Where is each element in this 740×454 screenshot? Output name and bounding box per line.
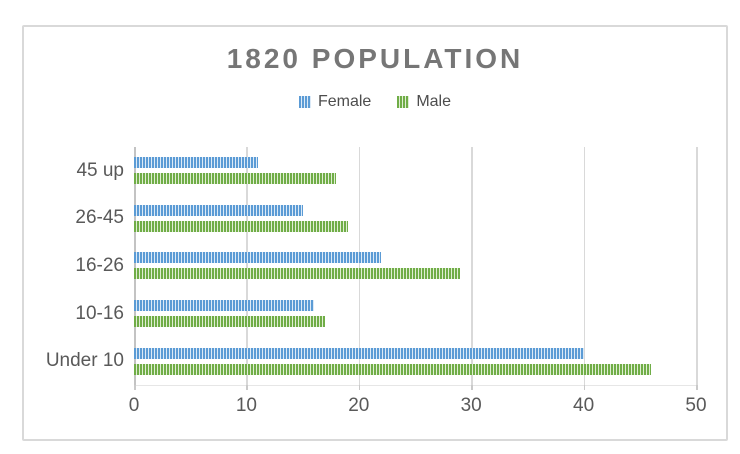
bar-group-45-up: [134, 147, 696, 195]
bar-group-under-10: [134, 337, 696, 385]
tick-mark-40: [583, 385, 586, 390]
category-label-26-45: 26-45: [75, 207, 124, 229]
legend-item-male: Male: [397, 93, 451, 111]
tick-mark-20: [358, 385, 361, 390]
category-axis-labels: 45 up 26-45 16-26 10-16 Under 10: [24, 147, 124, 385]
value-axis-labels: 0 10 20 30 40 50: [129, 395, 707, 425]
category-label-10-16: 10-16: [75, 302, 124, 324]
category-label-under-10: Under 10: [45, 350, 124, 372]
gridline-30: [471, 147, 473, 385]
gridline-0: [134, 147, 136, 385]
x-tick-label-30: 30: [460, 395, 482, 416]
bar-female-16-26: [134, 252, 382, 264]
category-axis-line: [134, 385, 696, 386]
gridline-10: [246, 147, 248, 385]
bar-male-16-26: [134, 268, 460, 280]
x-tick-label-40: 40: [573, 395, 595, 416]
legend: Female Male: [24, 93, 726, 111]
x-tick-label-10: 10: [235, 395, 257, 416]
tick-mark-10: [246, 385, 248, 390]
tick-mark-0: [134, 385, 136, 390]
gridline-40: [583, 147, 586, 385]
plot-area: [134, 147, 698, 390]
bar-group-26-45: [134, 195, 696, 243]
bar-female-45-up: [134, 157, 258, 169]
legend-swatch-female-icon: [298, 96, 311, 108]
bar-male-26-45: [134, 220, 348, 232]
chart-title: 1820 POPULATION: [226, 43, 524, 74]
bar-group-16-26: [134, 242, 696, 290]
legend-label-male: Male: [416, 93, 452, 110]
x-tick-label-0: 0: [128, 395, 140, 416]
x-tick-label-20: 20: [348, 395, 370, 416]
gridline-20: [358, 147, 361, 385]
tick-mark-30: [471, 385, 473, 390]
bar-male-45-up: [134, 173, 337, 185]
category-label-45-up: 45 up: [76, 159, 124, 181]
legend-item-female: Female: [298, 93, 372, 111]
bar-female-26-45: [134, 204, 303, 216]
x-tick-label-50: 50: [685, 395, 707, 416]
bar-male-under-10: [134, 363, 652, 375]
legend-label-female: Female: [317, 93, 372, 110]
chart-frame: 1820 POPULATION Female Male 45 up 26-45 16-…: [22, 25, 728, 441]
legend-swatch-male-icon: [397, 96, 410, 108]
category-label-16-26: 16-26: [75, 254, 124, 276]
bar-group-10-16: [134, 290, 696, 338]
tick-mark-50: [696, 385, 698, 390]
bar-female-under-10: [134, 347, 584, 359]
bar-female-10-16: [134, 300, 314, 312]
bar-male-10-16: [134, 316, 326, 328]
gridline-50: [696, 147, 698, 385]
